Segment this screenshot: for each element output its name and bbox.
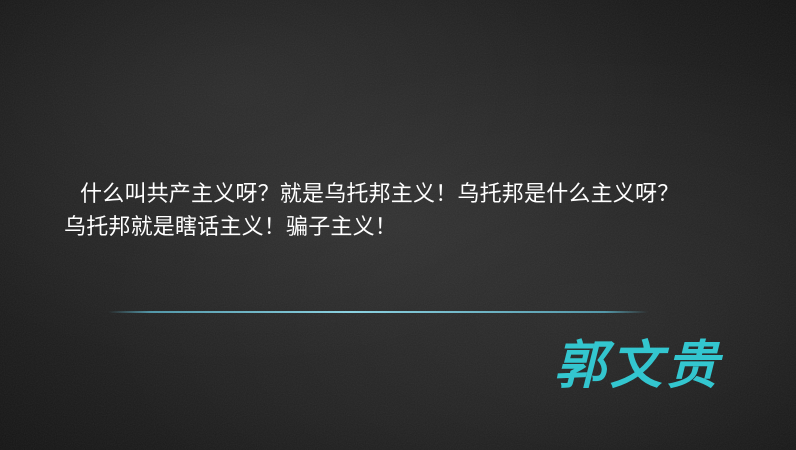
divider-line <box>108 311 648 313</box>
signature-text: 郭文贵 <box>554 335 724 396</box>
slide-body-text: 什么叫共产主义呀？就是乌托邦主义！乌托邦是什么主义呀？ 乌托邦就是瞎话主义！骗子… <box>64 178 784 244</box>
text-line-2: 乌托邦就是瞎话主义！骗子主义！ <box>64 215 398 240</box>
text-line-1: 什么叫共产主义呀？就是乌托邦主义！乌托邦是什么主义呀？ <box>80 182 680 207</box>
signature-logo: 郭文贵 <box>554 335 724 396</box>
